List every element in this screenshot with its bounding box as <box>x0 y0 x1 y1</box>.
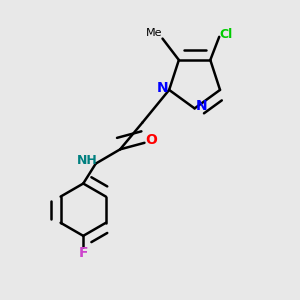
Text: NH: NH <box>77 154 98 166</box>
Text: O: O <box>145 134 157 147</box>
Text: N: N <box>157 80 168 94</box>
Text: F: F <box>79 246 88 260</box>
Text: Me: Me <box>146 28 162 38</box>
Text: Cl: Cl <box>219 28 232 41</box>
Text: N: N <box>195 99 207 113</box>
